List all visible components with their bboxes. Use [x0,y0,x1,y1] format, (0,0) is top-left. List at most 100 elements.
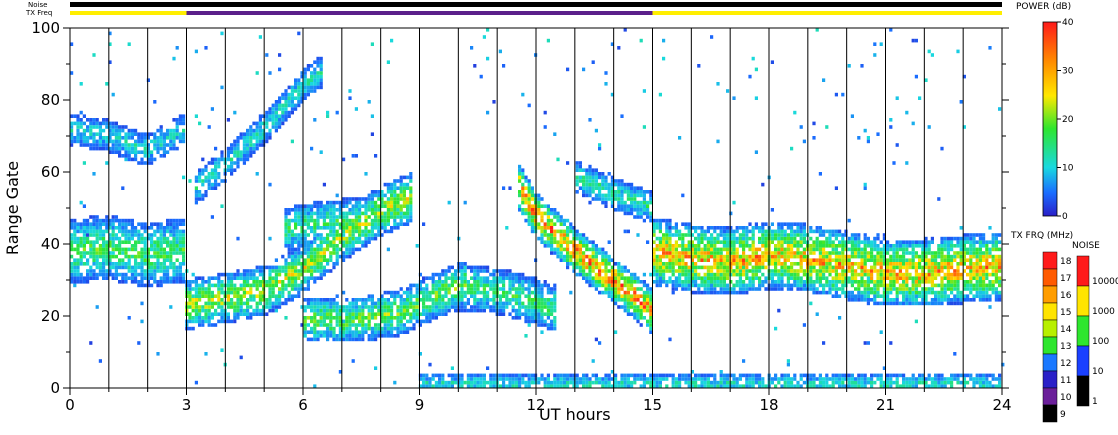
echo-cell [153,229,157,234]
echo-cell [281,92,285,97]
echo-cell [361,337,365,342]
echo-cell [284,265,288,270]
echo-cell [726,240,730,244]
echo-cell [265,136,269,140]
echo-cell [313,384,317,388]
echo-cell [719,380,723,385]
echo-cell [802,287,806,291]
echo-cell [511,298,515,302]
echo-cell [726,287,730,291]
echo-cell [166,280,170,284]
echo-cell [108,150,112,154]
echo-cell [393,316,397,320]
echo-cell [742,258,746,262]
echo-cell [668,373,672,378]
echo-cell [751,258,755,262]
echo-cell [201,308,205,313]
echo-cell [706,251,710,255]
echo-cell [268,305,272,309]
echo-cell [220,204,224,208]
echo-cell [780,233,784,237]
echo-cell [671,251,675,255]
echo-cell [361,240,365,244]
echo-cell [86,226,90,230]
echo-cell [374,312,378,316]
echo-cell [249,298,253,302]
echo-cell [255,287,259,291]
echo-cell [233,139,237,144]
echo-cell [489,272,493,277]
echo-cell [454,287,458,291]
echo-cell [140,136,144,140]
echo-cell [172,262,176,266]
echo-cell [332,308,336,313]
echo-cell [690,244,694,248]
echo-cell [441,287,445,291]
echo-cell [294,222,298,226]
echo-cell [303,330,307,334]
echo-cell [642,384,646,388]
echo-cell [617,193,621,198]
echo-cell [348,208,352,212]
echo-cell [652,269,656,273]
echo-cell [236,276,240,280]
echo-cell [310,337,314,342]
echo-cell [706,236,710,241]
echo-cell [172,233,176,237]
echo-cell [774,283,778,288]
echo-cell [521,283,525,288]
echo-cell [553,316,557,320]
echo-cell [751,272,755,277]
echo-cell [630,280,634,284]
echo-cell [818,290,822,295]
echo-cell [374,236,378,241]
echo-cell [268,128,272,133]
echo-cell [438,276,442,280]
echo-cell [300,71,304,75]
echo-cell [585,179,589,183]
echo-cell [585,276,589,280]
echo-cell [454,298,458,302]
echo-cell [268,280,272,284]
echo-cell [287,247,291,252]
echo-cell [175,226,179,230]
echo-cell [790,146,794,151]
echo-cell [774,373,778,378]
echo-cell [191,319,195,324]
echo-cell [300,211,304,216]
echo-cell [348,254,352,259]
echo-cell [655,222,659,226]
echo-cell [393,182,397,187]
echo-cell [127,269,131,273]
echo-cell [777,240,781,244]
echo-cell [300,82,304,86]
echo-cell [809,269,813,273]
echo-cell [761,283,765,288]
echo-cell [729,240,733,244]
echo-cell [498,384,502,388]
echo-cell [620,114,624,118]
echo-cell [745,283,749,288]
echo-cell [790,265,794,270]
echo-cell [166,226,170,230]
echo-cell [758,258,762,262]
echo-cell [121,276,125,280]
echo-cell [370,218,374,223]
echo-cell [204,168,208,172]
echo-cell [159,262,163,266]
echo-cell [326,269,330,273]
echo-cell [76,139,80,144]
echo-cell [620,208,624,212]
echo-cell [681,251,685,255]
echo-cell [258,128,262,133]
echo-cell [646,290,650,295]
echo-cell [700,240,704,244]
echo-cell [268,301,272,306]
echo-cell [70,218,74,223]
echo-cell [460,262,464,266]
echo-cell [601,172,605,176]
echo-cell [642,373,646,378]
echo-cell [210,175,214,180]
echo-cell [591,254,595,259]
echo-cell [722,276,726,280]
